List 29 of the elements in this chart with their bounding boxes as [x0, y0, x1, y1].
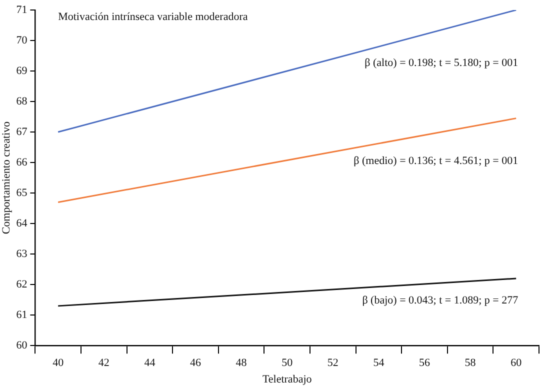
- x-tick-label: 58: [464, 357, 476, 370]
- x-tick-label: 50: [282, 357, 294, 370]
- x-tick-label: 42: [98, 357, 110, 370]
- x-tick-label: 48: [236, 357, 248, 370]
- y-tick-label: 63: [16, 248, 28, 260]
- y-tick-label: 68: [16, 95, 28, 108]
- x-tick-label: 60: [510, 357, 522, 370]
- y-tick-label: 66: [16, 156, 28, 168]
- y-tick-label: 67: [16, 126, 28, 138]
- chart-title: Motivación intrínseca variable moderadora: [58, 10, 248, 23]
- annotation: β (alto) = 0.198; t = 5.180; p = 001: [364, 57, 518, 70]
- y-tick-label: 61: [16, 308, 28, 321]
- x-tick-label: 46: [190, 357, 202, 370]
- x-tick-label: 56: [419, 357, 430, 370]
- x-tick-label: 40: [52, 357, 64, 370]
- y-tick-label: 71: [16, 4, 28, 16]
- y-tick-label: 62: [16, 278, 28, 290]
- y-tick-label: 64: [16, 217, 28, 230]
- x-tick-label: 52: [327, 357, 338, 370]
- y-tick-label: 60: [16, 339, 28, 352]
- y-tick-label: 70: [16, 34, 28, 46]
- x-axis-title: Teletrabajo: [262, 373, 312, 386]
- x-tick-label: 54: [373, 357, 385, 370]
- y-tick-label: 65: [16, 186, 28, 199]
- y-tick-label: 69: [16, 64, 28, 77]
- annotation: β (bajo) = 0.043; t = 1.089; p = 277: [362, 294, 519, 307]
- x-tick-label: 44: [144, 357, 156, 370]
- annotation: β (medio) = 0.136; t = 4.561; p = 001: [354, 154, 518, 167]
- y-axis-title: Comportamiento creativo: [0, 120, 12, 234]
